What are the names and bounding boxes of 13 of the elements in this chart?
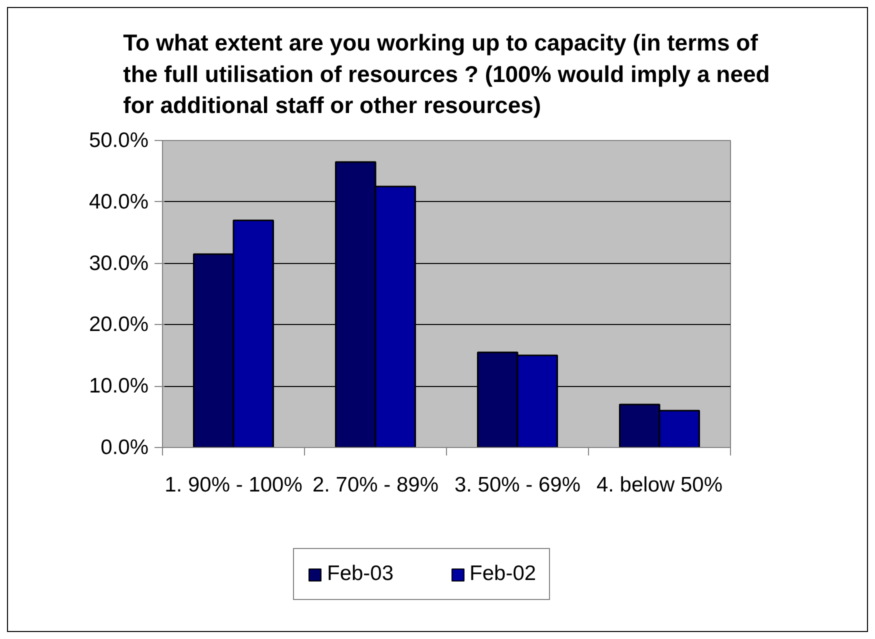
y-tick-label: 50.0%	[88, 129, 148, 152]
y-tick-label: 20.0%	[88, 313, 148, 336]
y-tick-label: 0.0%	[100, 436, 149, 459]
y-tick-label: 40.0%	[88, 190, 148, 214]
x-tick-label: 1. 90% - 100%	[164, 474, 302, 496]
legend-label: Feb-03	[327, 562, 394, 586]
x-tick-label: 3. 50% - 69%	[454, 474, 581, 496]
y-tick-label: 30.0%	[88, 252, 148, 275]
y-tick-label: 10.0%	[88, 374, 148, 398]
x-tick-label: 2. 70% - 89%	[312, 474, 439, 496]
x-tick-label: 4. below 50%	[596, 474, 723, 496]
legend-label: Feb-02	[470, 562, 536, 586]
chart-title: To what extent are you working up to capacity (in terms of the full utilisation of resources ? (100% would imply a need for additional staff or other resources)	[123, 30, 770, 118]
